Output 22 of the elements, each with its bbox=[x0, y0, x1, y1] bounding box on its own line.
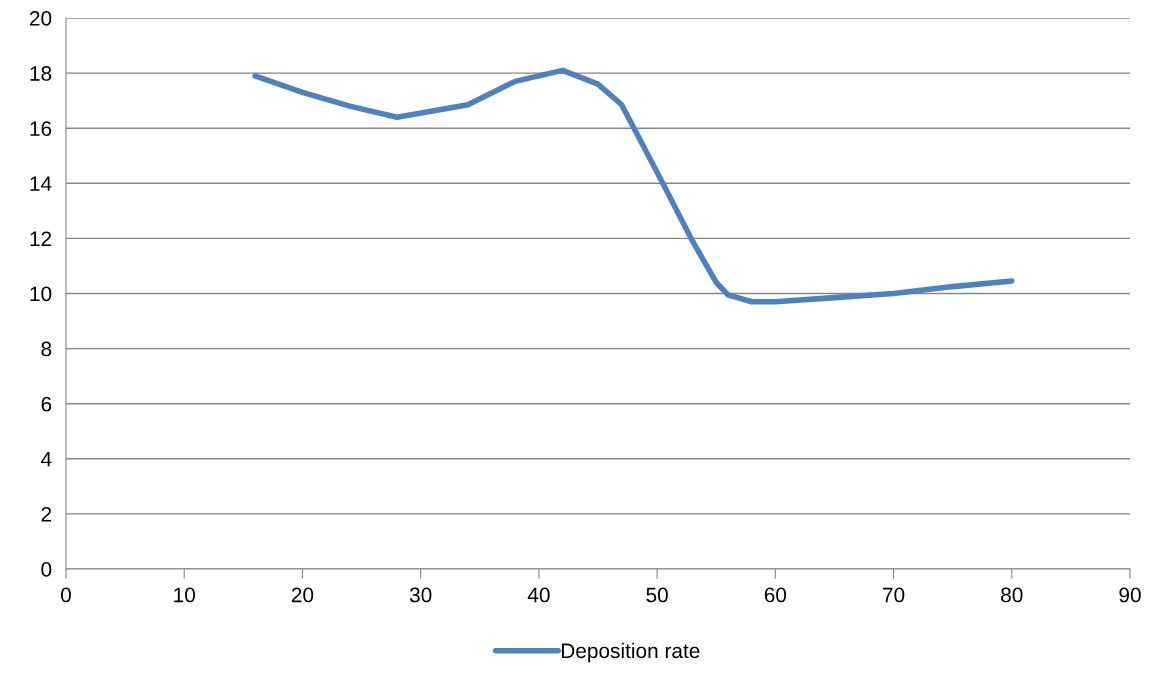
x-tick-label: 70 bbox=[883, 587, 905, 603]
y-tick-label: 18 bbox=[30, 66, 52, 81]
x-tick-label: 90 bbox=[1119, 587, 1141, 603]
y-tick-label: 12 bbox=[30, 231, 52, 246]
y-tick-label: 0 bbox=[41, 562, 52, 577]
y-tick-label: 16 bbox=[30, 121, 52, 136]
y-tick-label: 20 bbox=[29, 11, 52, 26]
x-tick-label: 10 bbox=[174, 587, 195, 603]
x-tick-label: 50 bbox=[646, 587, 668, 603]
x-tick-label: 40 bbox=[527, 587, 550, 603]
y-tick-label: 4 bbox=[41, 452, 52, 467]
x-tick-label: 20 bbox=[291, 587, 314, 603]
x-tick-label: 80 bbox=[1001, 587, 1023, 603]
x-tick-label: 0 bbox=[61, 587, 71, 603]
y-tick-label: 2 bbox=[41, 506, 52, 522]
x-tick-label: 30 bbox=[409, 587, 432, 603]
x-tick-label: 60 bbox=[764, 587, 787, 603]
y-tick-label: 10 bbox=[30, 286, 52, 302]
legend-label: Deposition rate bbox=[561, 642, 700, 663]
y-tick-label: 14 bbox=[30, 176, 52, 191]
y-tick-label: 8 bbox=[41, 341, 52, 357]
y-tick-label: 6 bbox=[41, 396, 52, 412]
